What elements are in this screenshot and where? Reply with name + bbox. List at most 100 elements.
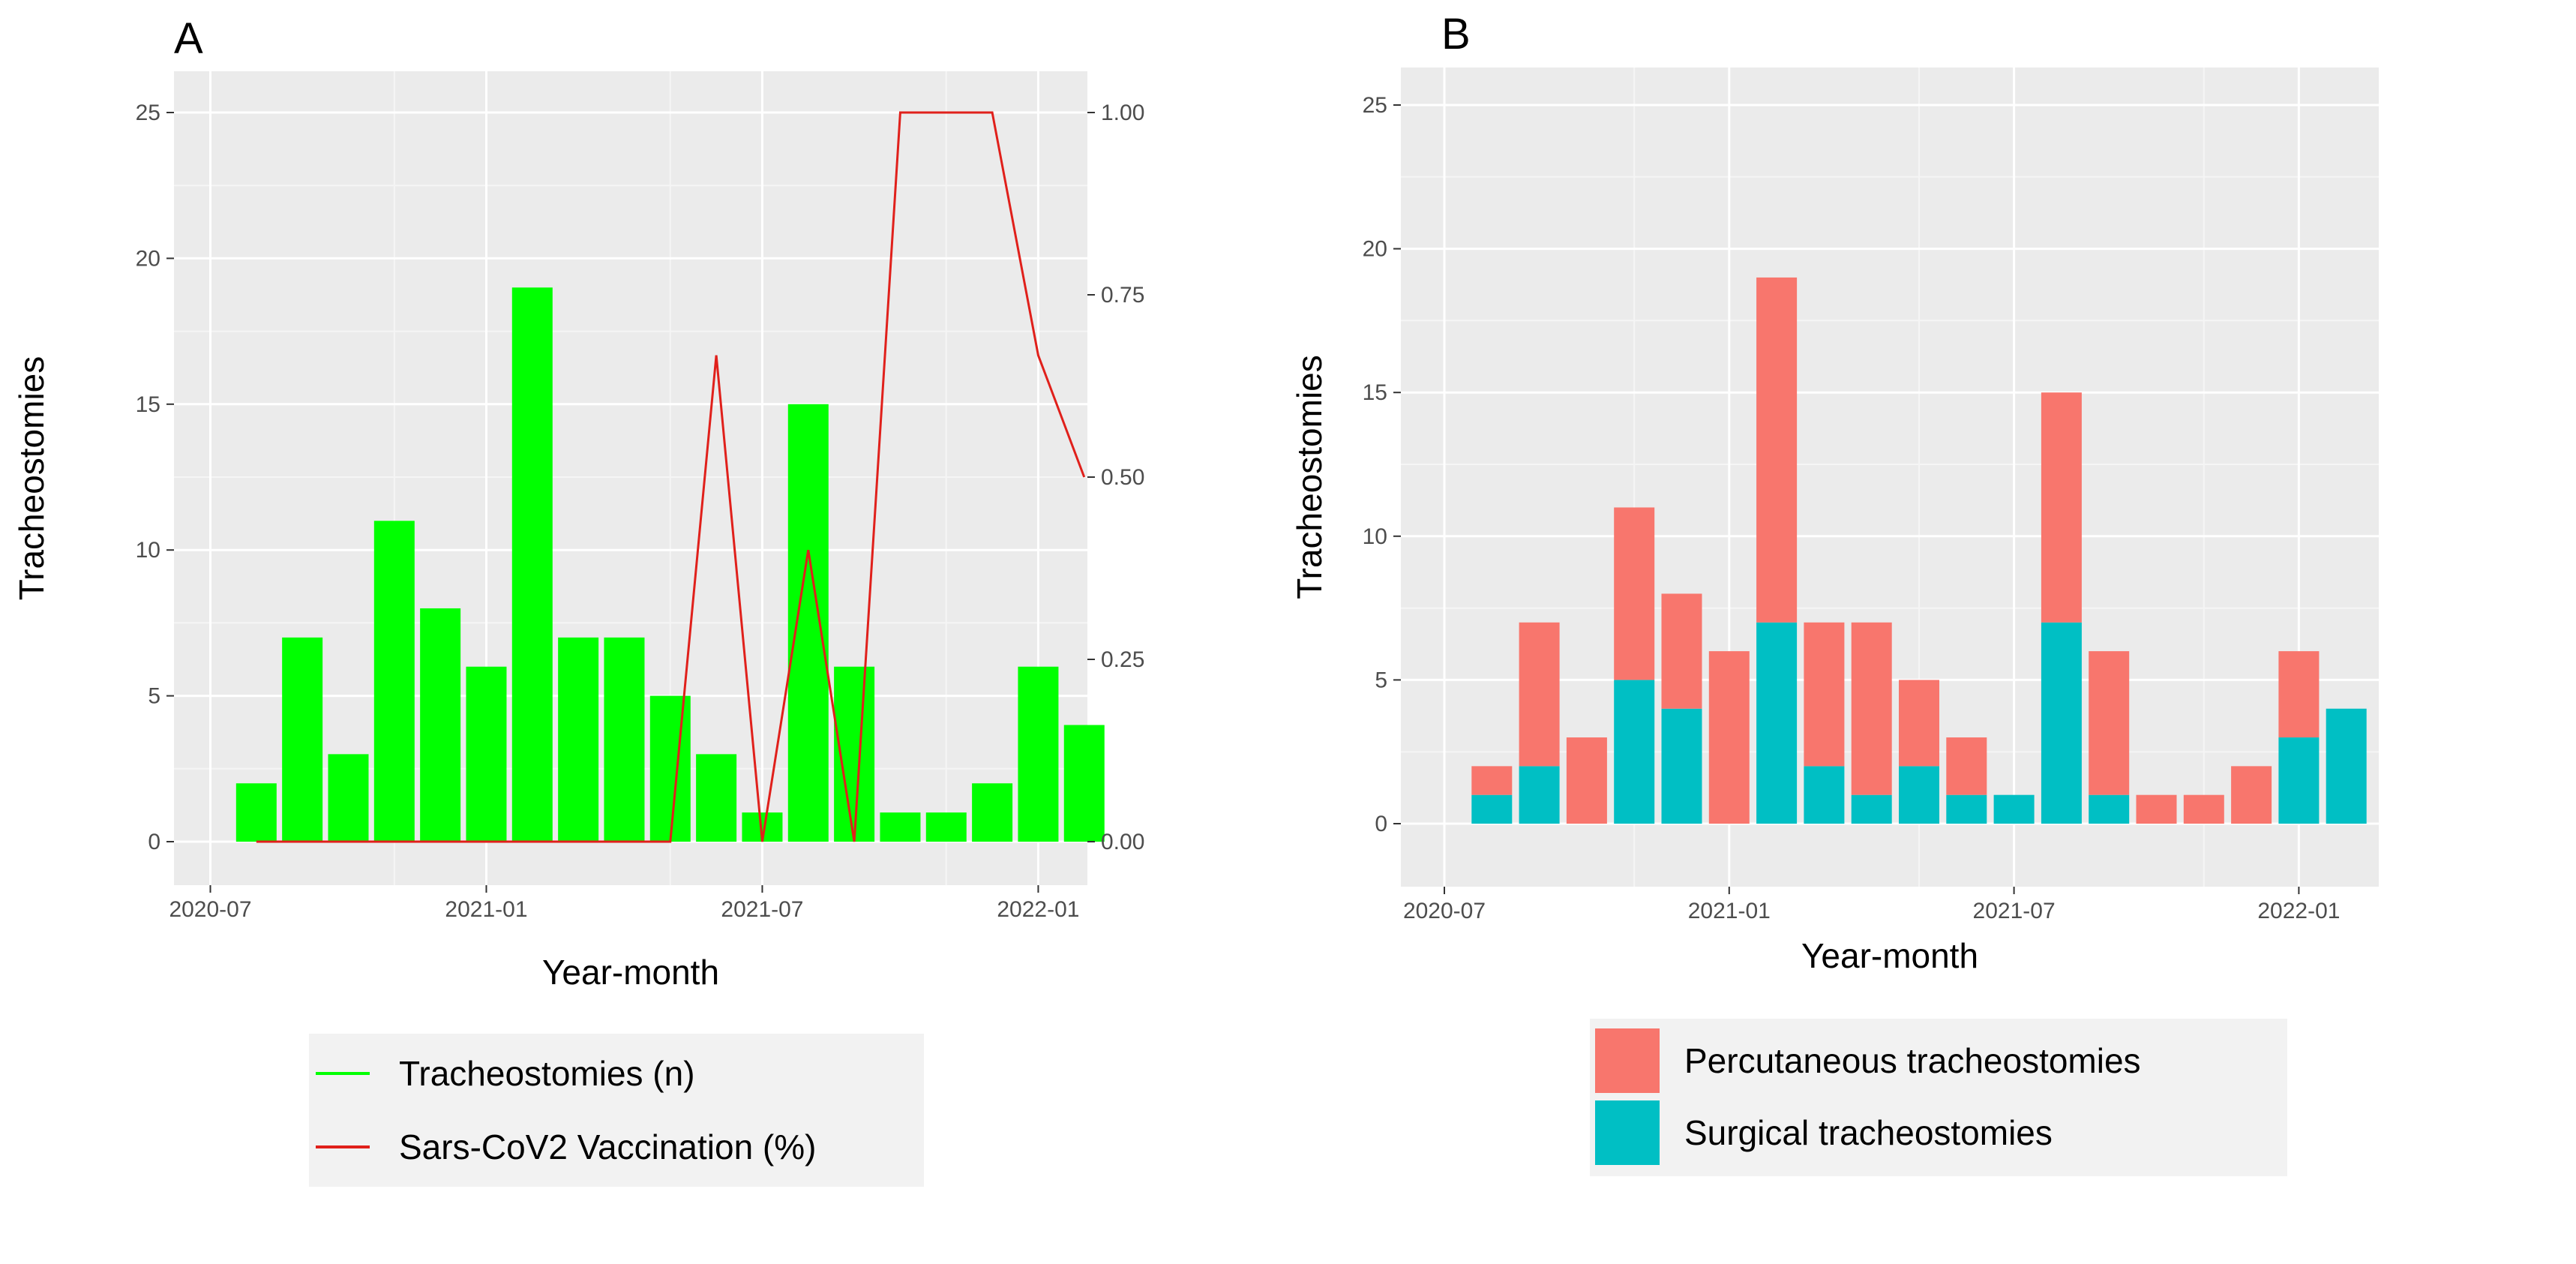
- bar-tracheostomies: [604, 637, 645, 842]
- x-axis-title: Year-month: [1801, 936, 1978, 975]
- x-tick-label: 2021-07: [1973, 899, 2056, 923]
- legend-key-green: [309, 1040, 376, 1107]
- y-tick-label: 15: [1363, 380, 1387, 405]
- bar-tracheostomies: [558, 637, 599, 842]
- chart-b: 0 5 10 15 20 25 2020-07 2021-01 2021-07 2022-01 Tr…: [1290, 68, 2379, 975]
- bar-percutaneous: [2278, 651, 2320, 738]
- bar-tracheostomies: [972, 783, 1013, 842]
- bar-surgical: [1661, 708, 1702, 824]
- bar-surgical: [1756, 622, 1798, 824]
- y2-tick-label: 0.25: [1101, 647, 1144, 672]
- legend-key-teal: [1593, 1098, 1662, 1167]
- bar-tracheostomies: [649, 695, 691, 842]
- bar-surgical: [1614, 680, 1655, 824]
- y-tick-label: 25: [136, 101, 160, 125]
- legend-a: Tracheostomies (n) Sars-CoV2 Vaccination…: [309, 1034, 924, 1187]
- bar-percutaneous: [2041, 392, 2082, 623]
- vaccination-line: [256, 111, 1086, 843]
- panel-b-letter: B: [1441, 10, 1471, 59]
- y2-tick-label: 0.75: [1101, 283, 1144, 308]
- y-tick-label: 15: [136, 392, 160, 417]
- x-tick-label: 2020-07: [169, 897, 251, 922]
- legend-label: Percutaneous tracheostomies: [1684, 1041, 2141, 1080]
- y2-tick-label: 0.50: [1101, 465, 1144, 490]
- y-tick-label: 20: [136, 246, 160, 271]
- bar-tracheostomies: [1018, 666, 1059, 842]
- y-tick-label: 10: [1363, 524, 1387, 549]
- x-tick-label: 2021-01: [445, 897, 527, 922]
- bar-tracheostomies: [1063, 725, 1105, 842]
- bar-percutaneous: [2136, 794, 2177, 824]
- bar-surgical: [2326, 708, 2367, 824]
- red-line-swatch: [316, 1145, 370, 1148]
- bar-tracheostomies: [880, 812, 921, 842]
- legend-key-red: [309, 1113, 376, 1181]
- bar-tracheostomies: [282, 637, 323, 842]
- x-axis-title: Year-month: [542, 953, 719, 990]
- y-axis-title: Tracheostomies: [1290, 355, 1329, 599]
- bar-percutaneous: [2089, 651, 2130, 795]
- chart-a: 0 5 10 15 20 25 2020-07 2021-01 2021-07 2022-01 Tr…: [12, 71, 1144, 990]
- y-tick-label: 20: [1363, 237, 1387, 262]
- bar-percutaneous: [1851, 622, 1892, 795]
- y2-tick-label: 1.00: [1101, 101, 1144, 125]
- y-tick-label: 5: [1375, 668, 1387, 692]
- y-tick-label: 0: [1375, 812, 1387, 836]
- bar-percutaneous: [1614, 507, 1655, 680]
- x-tick-label: 2022-01: [2257, 899, 2340, 923]
- x-tick-label: 2022-01: [997, 897, 1079, 922]
- legend-item-surgical: Surgical tracheostomies: [1593, 1098, 2053, 1167]
- salmon-swatch: [1595, 1028, 1660, 1093]
- teal-swatch: [1595, 1100, 1660, 1165]
- y-tick-label: 10: [136, 538, 160, 563]
- bar-surgical: [1471, 794, 1513, 824]
- x-tick-label: 2021-01: [1688, 899, 1771, 923]
- bar-tracheostomies: [328, 754, 369, 842]
- bar-tracheostomies: [696, 754, 737, 842]
- bar-tracheostomies: [925, 812, 967, 842]
- green-line-swatch: [316, 1072, 370, 1075]
- legend-key-salmon: [1593, 1026, 1662, 1095]
- bar-tracheostomies: [235, 783, 277, 842]
- bar-tracheostomies: [420, 608, 461, 842]
- legend-label: Tracheostomies (n): [399, 1054, 695, 1093]
- legend-b: Percutaneous tracheostomies Surgical tra…: [1590, 1019, 2287, 1176]
- legend-label: Surgical tracheostomies: [1684, 1113, 2053, 1152]
- bar-surgical: [1993, 794, 2035, 824]
- legend-label: Sars-CoV2 Vaccination (%): [399, 1127, 817, 1166]
- y-tick-label: 0: [148, 830, 160, 854]
- bar-percutaneous: [1566, 737, 1607, 824]
- legend-item-vaccination: Sars-CoV2 Vaccination (%): [309, 1113, 816, 1181]
- bar-surgical: [2089, 794, 2130, 824]
- bar-surgical: [1851, 794, 1892, 824]
- bar-percutaneous: [1946, 737, 1987, 795]
- bar-percutaneous: [1804, 622, 1845, 767]
- bar-percutaneous: [2183, 794, 2224, 824]
- legend-item-percutaneous: Percutaneous tracheostomies: [1593, 1026, 2141, 1095]
- x-tick-label: 2020-07: [1403, 899, 1486, 923]
- y-axis-title: Tracheostomies: [12, 356, 51, 601]
- bar-tracheostomies: [466, 666, 507, 842]
- bar-percutaneous: [1756, 277, 1798, 623]
- bar-surgical: [2041, 622, 2082, 824]
- bar-percutaneous: [1708, 651, 1750, 824]
- bar-tracheostomies: [373, 521, 415, 842]
- bar-tracheostomies: [511, 287, 553, 842]
- bar-percutaneous: [1661, 593, 1702, 709]
- bar-surgical: [1519, 766, 1560, 824]
- bar-surgical: [2278, 737, 2320, 824]
- x-tick-label: 2021-07: [721, 897, 803, 922]
- y-tick-label: 5: [148, 684, 160, 709]
- y-tick-label: 25: [1363, 93, 1387, 118]
- bar-surgical: [1946, 794, 1987, 824]
- bar-surgical: [1804, 766, 1845, 824]
- bar-percutaneous: [2231, 766, 2272, 824]
- bar-surgical: [1899, 766, 1939, 824]
- bar-tracheostomies: [787, 404, 829, 842]
- y2-tick-label: 0.00: [1101, 830, 1144, 854]
- bar-percutaneous: [1519, 622, 1560, 767]
- legend-item-tracheostomies: Tracheostomies (n): [309, 1040, 695, 1107]
- bar-percutaneous: [1899, 680, 1939, 767]
- bar-percutaneous: [1471, 766, 1513, 795]
- panel-a-letter: A: [174, 14, 203, 63]
